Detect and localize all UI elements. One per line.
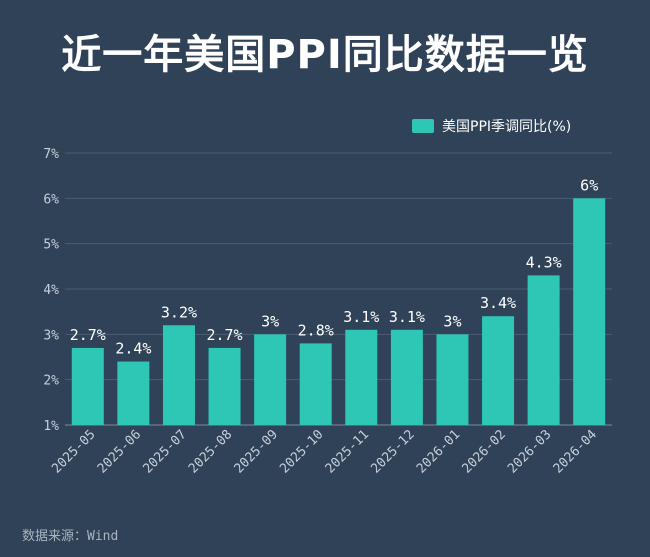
bar bbox=[117, 361, 150, 425]
page-title: 近一年美国PPI同比数据一览 bbox=[61, 32, 589, 78]
y-tick-label: 7% bbox=[43, 147, 59, 162]
x-tick-label: 2025-06 bbox=[95, 427, 144, 476]
data-source: 数据来源：Wind bbox=[22, 529, 119, 544]
data-label: 3% bbox=[443, 312, 461, 330]
x-tick-label: 2025-11 bbox=[323, 427, 372, 476]
bar bbox=[573, 198, 606, 425]
data-label: 3% bbox=[261, 312, 279, 330]
data-label: 6% bbox=[580, 176, 598, 194]
x-tick-label: 2025-08 bbox=[186, 427, 235, 476]
y-tick-label: 6% bbox=[43, 192, 59, 207]
y-tick-label: 4% bbox=[43, 283, 59, 298]
legend-swatch bbox=[412, 119, 434, 133]
x-tick-label: 2026-04 bbox=[551, 427, 600, 476]
bar bbox=[436, 334, 469, 425]
x-tick-label: 2026-03 bbox=[505, 427, 554, 476]
x-tick-label: 2025-09 bbox=[232, 427, 281, 476]
x-tick-label: 2025-05 bbox=[49, 427, 98, 476]
data-label: 3.1% bbox=[389, 308, 425, 326]
bar bbox=[254, 334, 287, 425]
x-tick-label: 2026-01 bbox=[414, 427, 463, 476]
data-label: 2.4% bbox=[115, 340, 151, 358]
bar bbox=[162, 325, 195, 425]
y-tick-label: 3% bbox=[43, 328, 59, 343]
bar bbox=[71, 347, 104, 425]
bar bbox=[208, 347, 241, 425]
x-tick-label: 2025-10 bbox=[277, 427, 326, 476]
x-tick-label: 2025-07 bbox=[140, 427, 189, 476]
x-tick-label: 2026-02 bbox=[460, 427, 509, 476]
data-label: 2.7% bbox=[206, 326, 242, 344]
data-label: 2.7% bbox=[70, 326, 106, 344]
legend-label: 美国PPI季调同比(%) bbox=[442, 119, 572, 135]
legend: 美国PPI季调同比(%) bbox=[412, 116, 571, 136]
y-tick-label: 1% bbox=[43, 419, 59, 434]
data-label: 4.3% bbox=[526, 253, 562, 271]
data-label: 3.2% bbox=[161, 303, 197, 321]
data-label: 3.4% bbox=[480, 294, 516, 312]
data-label: 2.8% bbox=[298, 321, 334, 339]
data-label: 3.1% bbox=[343, 308, 379, 326]
bar bbox=[527, 275, 560, 425]
bar bbox=[482, 316, 515, 425]
y-tick-label: 2% bbox=[43, 374, 59, 389]
y-tick-label: 5% bbox=[43, 238, 59, 253]
bar bbox=[299, 343, 332, 425]
bar bbox=[390, 329, 423, 425]
bar bbox=[345, 329, 378, 425]
x-tick-label: 2025-12 bbox=[368, 427, 417, 476]
